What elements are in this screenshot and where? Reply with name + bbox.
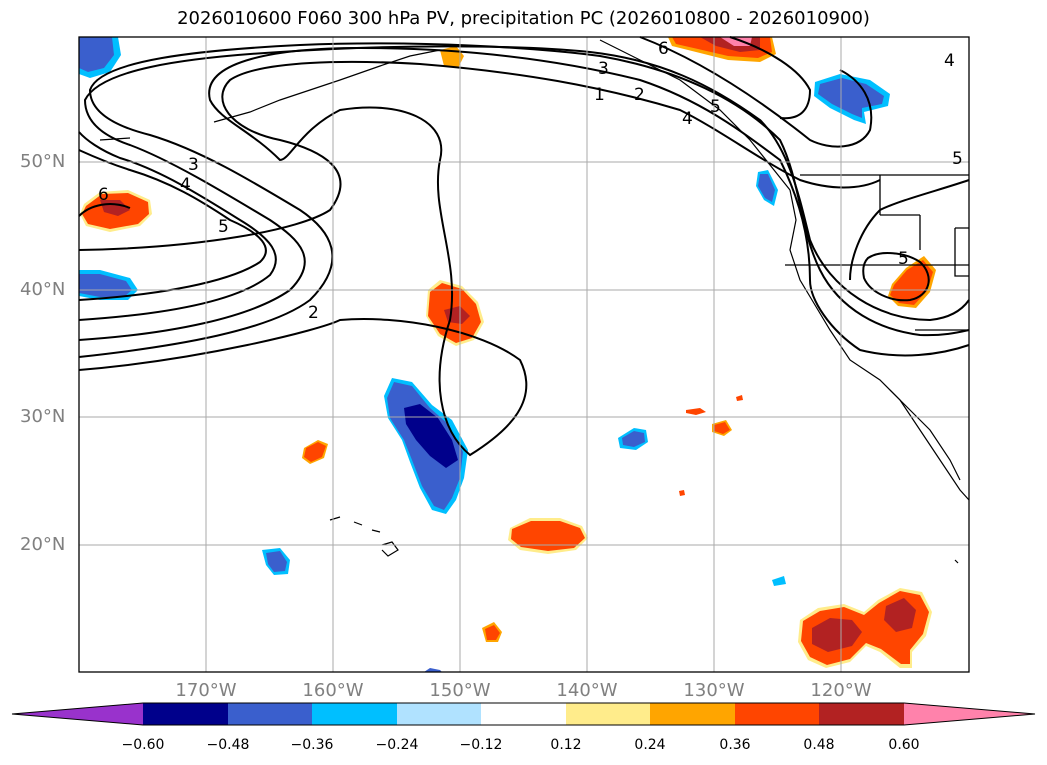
pv-contour-1 <box>78 60 881 251</box>
pv-contour-8 <box>862 252 930 302</box>
contour-label: 5 <box>218 217 229 237</box>
lon-label-160w: 160°W <box>302 680 364 701</box>
lon-label-120w: 120°W <box>810 680 872 701</box>
pv-contour-10 <box>729 36 812 120</box>
pos-area-dot-a <box>736 395 743 401</box>
pos-area-mid-28n-core <box>304 442 326 462</box>
colorbar-segment <box>228 703 312 725</box>
pv-contours <box>78 36 970 457</box>
pos-area-dot-b <box>679 490 685 496</box>
contour-labels: 1 2 3 4 5 6 2 3 4 5 6 4 5 5 <box>98 39 963 323</box>
colorbar-tick-label: 0.60 <box>888 737 920 753</box>
lon-label-130w: 130°W <box>683 680 745 701</box>
neg-area-bc-coast-core <box>758 174 775 202</box>
colorbar-segment <box>650 703 735 725</box>
coastlines <box>99 39 970 564</box>
lon-label-150w: 150°W <box>429 680 491 701</box>
colorbar-tick-label: 0.36 <box>719 737 751 753</box>
colorbar-tick-label: 0.48 <box>803 737 835 753</box>
contour-label: 6 <box>98 185 109 205</box>
colorbar-tick-label: −0.48 <box>206 737 250 753</box>
contour-label: 5 <box>710 97 721 117</box>
coast-aleutians <box>99 49 441 141</box>
map-frame <box>78 36 970 673</box>
neg-area-mid-east-core <box>622 431 645 447</box>
pos-area-mexico-core-a <box>812 618 862 652</box>
pos-area-small-31n <box>686 408 706 415</box>
lat-label-50n: 50°N <box>20 151 66 172</box>
neg-area-bottom-edge <box>424 668 442 672</box>
contour-label: 1 <box>594 85 605 105</box>
coast-mexico-south <box>954 559 959 564</box>
colorbar-segment <box>312 703 397 725</box>
border-state-lines <box>785 175 969 331</box>
pv-contour-7 <box>78 203 131 217</box>
neg-area-north-ak-core <box>818 78 884 118</box>
colorbar-tick-label: −0.36 <box>290 737 334 753</box>
lat-label-30n: 30°N <box>20 406 66 427</box>
map-background <box>79 37 969 672</box>
coast-baja <box>889 389 961 481</box>
contour-label: 6 <box>658 39 669 59</box>
neg-area-central-core <box>404 404 458 468</box>
pos-area-mexico-core-b <box>884 598 916 632</box>
neg-area-small-se <box>772 576 786 586</box>
gridlines <box>79 37 969 672</box>
pos-area-north-top-max <box>720 37 752 46</box>
contour-label: 2 <box>308 303 319 323</box>
pv-contour-5 <box>78 131 277 321</box>
pos-area-small-28n-a-core <box>714 422 730 434</box>
colorbar <box>11 702 1036 726</box>
contour-label: 4 <box>682 109 693 129</box>
contour-label: 2 <box>634 85 645 105</box>
coast-alaska-panhandle <box>599 39 791 191</box>
pv-contour-2 <box>78 46 970 457</box>
contour-label: 5 <box>952 149 963 169</box>
colorbar-tick-label: 0.24 <box>634 737 666 753</box>
colorbar-outline <box>11 702 1036 726</box>
colorbar-segment <box>819 703 904 725</box>
pos-area-hawaii-ne <box>511 521 585 551</box>
lat-label-20n: 20°N <box>20 534 66 555</box>
contour-label: 5 <box>898 249 909 269</box>
contour-label: 3 <box>188 155 199 175</box>
pv-contour-4 <box>78 45 970 341</box>
pv-contour-6 <box>78 149 267 301</box>
political-borders <box>785 174 969 331</box>
contour-label: 3 <box>598 59 609 79</box>
colorbar-tick-label: −0.12 <box>459 737 503 753</box>
neg-area-hawaii-west-core <box>266 551 287 572</box>
neg-area-nw-corner-core <box>79 37 114 72</box>
colorbar-segment <box>397 703 481 725</box>
coast-hawaii <box>329 516 399 557</box>
map-title: 2026010600 F060 300 hPa PV, precipitatio… <box>177 8 870 29</box>
lat-label-40n: 40°N <box>20 279 66 300</box>
neg-area-west-40n-core <box>79 274 132 297</box>
lon-label-140w: 140°W <box>556 680 618 701</box>
colorbar-segment <box>481 703 566 725</box>
colorbar-tick-label: 0.12 <box>550 737 582 753</box>
pv-contour-11 <box>639 36 873 148</box>
colorbar-extend-high <box>904 703 1035 725</box>
pos-area-small-15n-core <box>485 625 500 640</box>
contour-label: 4 <box>944 51 955 71</box>
lon-label-170w: 170°W <box>175 680 237 701</box>
colorbar-segment <box>143 703 228 725</box>
pv-contour-3 <box>78 42 970 358</box>
colorbar-extend-low <box>12 703 143 725</box>
colorbar-segment <box>566 703 650 725</box>
negative-precip-areas <box>79 37 890 672</box>
colorbar-segment <box>735 703 819 725</box>
positive-precip-areas <box>80 37 936 668</box>
coast-west-na <box>789 189 970 501</box>
contour-label: 4 <box>180 175 191 195</box>
colorbar-tick-label: −0.60 <box>121 737 165 753</box>
colorbar-tick-label: −0.24 <box>375 737 419 753</box>
